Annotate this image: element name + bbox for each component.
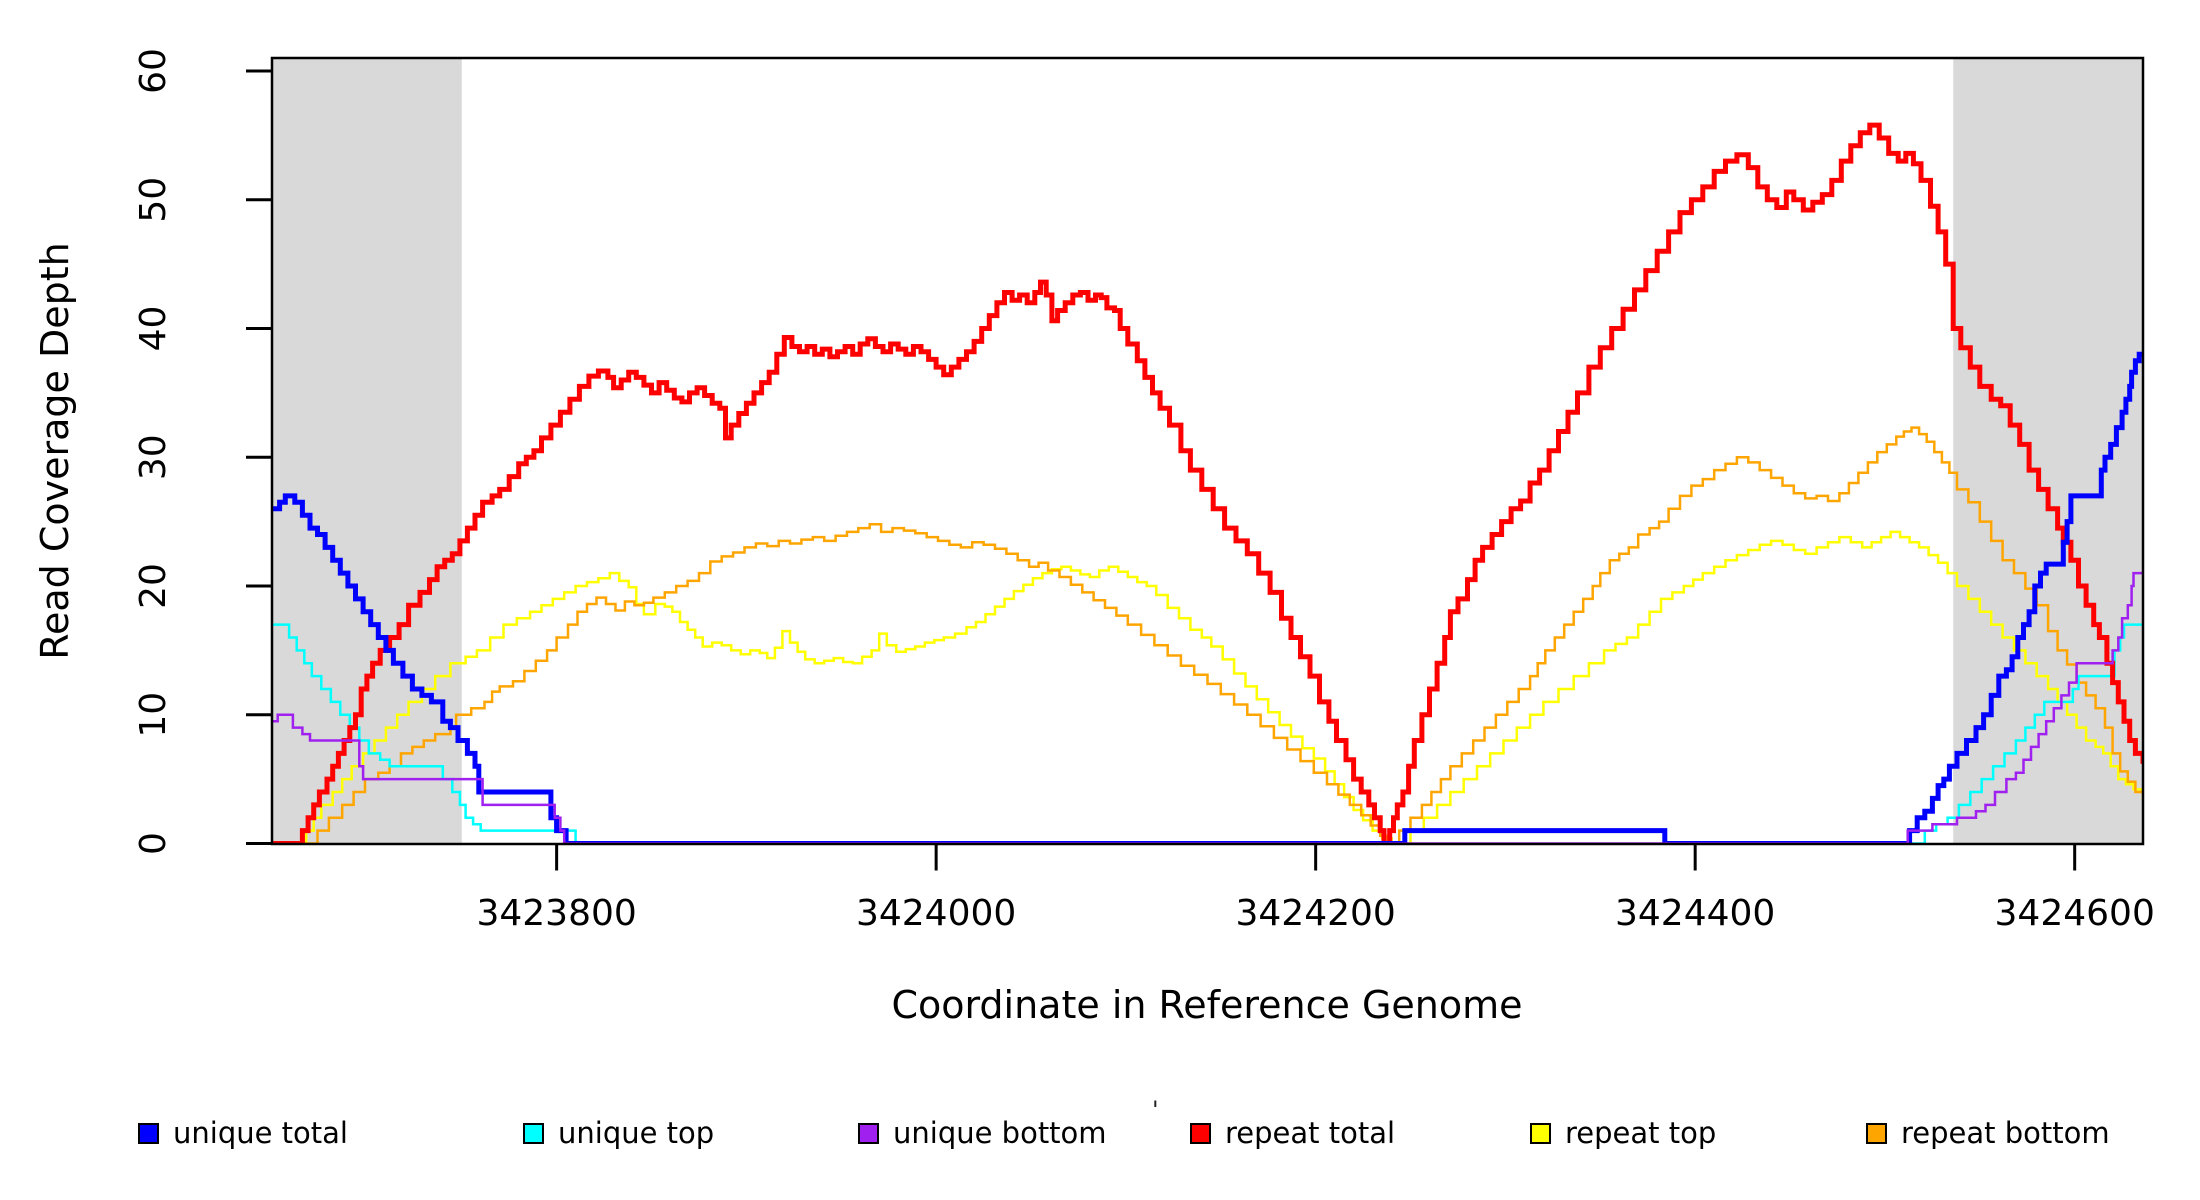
y-tick-label: 30: [133, 434, 174, 480]
unique-bottom-label: unique bottom: [893, 1116, 1107, 1150]
x-tick-label: 3424200: [1235, 893, 1395, 934]
plot-border: [270, 56, 2145, 846]
shaded-region-0: [272, 58, 462, 844]
y-axis-title: Read Coverage Depth: [33, 242, 77, 659]
y-tick-label: 20: [133, 563, 174, 609]
x-axis: 3423800 3424000 3424200 3424400 3424600: [476, 844, 2155, 934]
series-line-repeat-total: [272, 122, 2143, 844]
repeat-top-label: repeat top: [1565, 1116, 1717, 1150]
unique-top-swatch: [523, 1122, 544, 1144]
repeat-top-swatch: [1530, 1122, 1551, 1144]
unique-total-swatch: [138, 1122, 159, 1144]
legend-item-repeat-total: repeat total: [1190, 1116, 1395, 1150]
y-tick-label: 10: [133, 692, 174, 738]
y-tick-label: 50: [133, 177, 174, 223]
series-line-unique-bottom: [272, 571, 2143, 844]
legend-item-repeat-bottom: repeat bottom: [1866, 1116, 2110, 1150]
x-tick-label: 3424600: [1995, 893, 2155, 934]
legend-item-repeat-top: repeat top: [1530, 1116, 1716, 1150]
x-axis-title: Coordinate in Reference Genome: [891, 983, 1522, 1027]
y-tick-label: 0: [133, 832, 174, 855]
repeat-total-label: repeat total: [1225, 1116, 1396, 1150]
unique-total-label: unique total: [173, 1116, 348, 1150]
series-line-repeat-bottom: [272, 426, 2143, 844]
x-tick-label: 3424400: [1615, 893, 1775, 934]
legend-item-unique-bottom: unique bottom: [858, 1116, 1107, 1150]
shaded-regions: [272, 58, 2143, 844]
repeat-bottom-swatch: [1866, 1122, 1887, 1144]
legend-item-unique-top: unique top: [523, 1116, 714, 1150]
unique-top-label: unique top: [558, 1116, 715, 1150]
series-lines: [272, 122, 2143, 844]
series-line-repeat-top: [272, 530, 2143, 844]
x-tick-label: 3424000: [856, 893, 1016, 934]
repeat-total-swatch: [1190, 1122, 1211, 1144]
repeat-bottom-label: repeat bottom: [1901, 1116, 2110, 1150]
y-axis: 0 10 20 30 40 50 60: [133, 48, 271, 855]
legend-item-unique-total: unique total: [138, 1116, 348, 1150]
unique-bottom-swatch: [858, 1122, 879, 1144]
stray-mark: ': [1152, 1096, 1159, 1124]
x-tick-label: 3423800: [476, 893, 636, 934]
y-tick-label: 60: [133, 48, 174, 94]
y-tick-label: 40: [133, 306, 174, 352]
